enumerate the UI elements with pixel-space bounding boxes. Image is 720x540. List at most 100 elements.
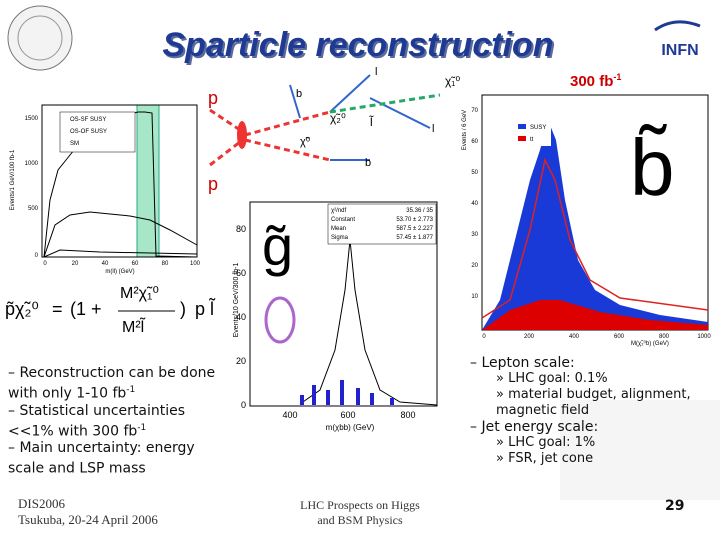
- x-tick-label: 800: [400, 410, 415, 420]
- footer-left: DIS2006 Tsukuba, 20-24 April 2006: [18, 496, 158, 528]
- sub-bullet: » FSR, jet cone: [496, 451, 594, 466]
- diagram-label: l̃: [368, 114, 374, 129]
- y-tick-label: 30: [471, 232, 478, 238]
- y-tick-label: 50: [471, 170, 478, 176]
- stat-value: 587.5 ± 2.227: [396, 226, 433, 232]
- talk-title: and BSM Physics: [317, 513, 403, 527]
- formula-num: M²χ̃₁⁰: [120, 285, 159, 302]
- legend-entry: tt: [530, 137, 534, 143]
- y-tick-label: 40: [471, 201, 478, 207]
- x-tick-label: 400: [569, 334, 580, 340]
- text: -1: [126, 385, 136, 395]
- univ-seal: [7, 5, 73, 71]
- y-tick-label: 10: [471, 294, 478, 300]
- formula-den: M²l̃: [122, 316, 146, 336]
- y-tick-label: 60: [236, 268, 246, 278]
- bullet: – Jet energy scale:: [470, 419, 599, 435]
- sub-bullet: » LHC goal: 0.1%: [496, 371, 608, 386]
- x-tick-label: 100: [190, 261, 201, 267]
- x-axis-label: M(χ̃₂⁰b) (GeV): [631, 340, 669, 347]
- legend-entry: SUSY: [530, 125, 546, 131]
- text: -1: [137, 422, 147, 433]
- bg-decoration: [560, 400, 720, 500]
- y-axis-label: Events/10 GeV/300 fb-1: [233, 263, 240, 338]
- text: Reconstruction can be done with only 1-1…: [8, 365, 216, 402]
- y-tick-label: 80: [236, 224, 246, 234]
- text: Main uncertainty: energy scale and LSP m…: [8, 440, 195, 477]
- b-jet: [289, 84, 301, 119]
- gaussian-fit: [299, 239, 438, 406]
- lepton: [329, 74, 371, 113]
- text: material budget, alignment, magnetic fie…: [496, 387, 691, 418]
- stat-name: Sigma: [331, 235, 349, 241]
- y-axis-label: Events/1 GeV/100 fb-1: [10, 149, 16, 210]
- text: Lepton scale:: [481, 355, 575, 371]
- proton-line: [209, 108, 241, 132]
- proton-line: [209, 140, 241, 167]
- bullets-left: – Reconstruction can be done with only 1…: [8, 365, 233, 478]
- x-tick-label: 0: [482, 334, 486, 340]
- sparticle-line: [244, 138, 331, 162]
- bullets-right: – Lepton scale: » LHC goal: 0.1% » mater…: [470, 355, 710, 467]
- sparticle-line: [244, 110, 331, 137]
- x-tick-label: 600: [614, 334, 625, 340]
- x-tick-label: 60: [132, 261, 139, 267]
- formula-eq: =: [52, 299, 63, 319]
- talk-title: LHC Prospects on Higgs: [300, 498, 420, 512]
- bullet: – Main uncertainty: energy scale and LSP…: [8, 440, 195, 477]
- y-tick-label: 20: [471, 263, 478, 269]
- x-tick-label: 80: [162, 261, 169, 267]
- x-axis-label: m(ll) (GeV): [105, 269, 134, 275]
- sub-bullet: » material budget, alignment, magnetic f…: [496, 387, 691, 418]
- histogram-of: [43, 211, 198, 258]
- diagram-label: χ̃₁⁰: [445, 74, 460, 88]
- luminosity: 300 fb-1: [570, 72, 621, 90]
- diagram-label: b: [365, 157, 371, 169]
- legend-swatch: [518, 136, 526, 141]
- y-tick-label: 70: [471, 108, 478, 114]
- diagram-label: χ̃₂⁰: [330, 111, 346, 125]
- y-tick-label: 0: [241, 400, 246, 410]
- formula-lhs: p̃χ̃₂⁰: [5, 299, 39, 319]
- diagram-label: p: [208, 88, 218, 108]
- stat-name: Mean: [331, 226, 346, 232]
- x-tick-label: 600: [340, 410, 355, 420]
- logo: INFN: [661, 42, 698, 59]
- stat-name: Constant: [331, 217, 355, 223]
- diagram-label: χ̃⁰: [300, 136, 311, 148]
- stat-value: 35.36 / 35: [406, 208, 433, 214]
- text: Statistical uncertainties <<1% with 300 …: [8, 402, 186, 440]
- title: Sparticle reconstruction: [162, 26, 553, 64]
- formula-close: ): [180, 299, 186, 319]
- sub-bullet: » LHC goal: 1%: [496, 435, 596, 450]
- sparticle-symbol: b̃: [630, 123, 675, 212]
- y-tick-label: 20: [236, 356, 246, 366]
- luminosity-text: 300 fb: [570, 73, 614, 90]
- x-tick-label: 0: [43, 261, 47, 267]
- y-axis-label: Events / 6 GeV: [462, 110, 468, 150]
- stat-name: χ²/ndf: [331, 208, 346, 214]
- diagram-label: p: [208, 174, 218, 194]
- place-date: Tsukuba, 20-24 April 2006: [18, 512, 158, 527]
- formula-rhs: p l̃: [195, 298, 216, 319]
- detector-icon: [264, 296, 296, 344]
- legend-box: [515, 118, 551, 146]
- x-tick-label: 400: [282, 410, 297, 420]
- luminosity-exp: -1: [613, 72, 622, 82]
- text: LHC goal: 1%: [508, 435, 596, 450]
- bullet: – Lepton scale:: [470, 355, 575, 371]
- legend-box: [59, 111, 136, 153]
- formula-open: (1 +: [70, 299, 102, 319]
- diagram-label: l: [375, 66, 377, 78]
- histogram-sm: [43, 249, 198, 258]
- sparticle-symbol: g̃: [262, 214, 293, 277]
- x-tick-label: 200: [524, 334, 535, 340]
- text: LHC goal: 0.1%: [508, 371, 608, 386]
- plot-frame: [249, 201, 438, 407]
- bullet: – Reconstruction can be done with only 1…: [8, 365, 216, 402]
- x-tick-label: 800: [659, 334, 670, 340]
- bullet: – Statistical uncertainties <<1% with 30…: [8, 402, 186, 440]
- x-tick-label: 1000: [697, 334, 711, 340]
